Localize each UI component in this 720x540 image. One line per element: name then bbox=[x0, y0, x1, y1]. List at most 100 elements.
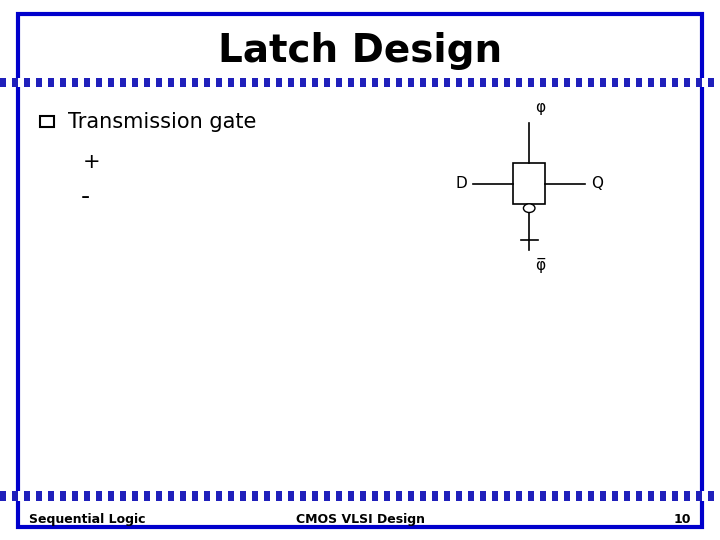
Bar bbox=[612, 491, 618, 501]
Bar bbox=[240, 491, 246, 501]
Bar bbox=[408, 78, 414, 87]
Bar bbox=[672, 491, 678, 501]
Bar bbox=[174, 78, 180, 87]
Bar bbox=[90, 491, 96, 501]
Bar bbox=[294, 491, 300, 501]
Bar bbox=[108, 78, 114, 87]
Bar bbox=[120, 491, 126, 501]
Bar bbox=[54, 491, 60, 501]
Bar bbox=[378, 78, 384, 87]
Bar bbox=[624, 491, 630, 501]
Bar bbox=[198, 491, 204, 501]
Bar bbox=[366, 491, 372, 501]
Bar bbox=[414, 78, 420, 87]
Bar bbox=[264, 78, 270, 87]
Text: Q: Q bbox=[590, 176, 603, 191]
Bar bbox=[510, 78, 516, 87]
Bar bbox=[42, 78, 48, 87]
Bar bbox=[96, 491, 102, 501]
Bar bbox=[690, 78, 696, 87]
Bar bbox=[486, 78, 492, 87]
Bar bbox=[0, 491, 6, 501]
Bar bbox=[36, 491, 42, 501]
Bar bbox=[114, 491, 120, 501]
Bar bbox=[396, 78, 402, 87]
Bar bbox=[444, 491, 450, 501]
Bar bbox=[324, 491, 330, 501]
Bar bbox=[522, 78, 528, 87]
Bar bbox=[24, 78, 30, 87]
Bar bbox=[354, 491, 360, 501]
Bar bbox=[618, 78, 624, 87]
Bar bbox=[6, 78, 12, 87]
Bar bbox=[72, 78, 78, 87]
Bar bbox=[90, 78, 96, 87]
Bar bbox=[528, 491, 534, 501]
Bar bbox=[318, 491, 324, 501]
Text: Sequential Logic: Sequential Logic bbox=[29, 513, 145, 526]
Bar bbox=[54, 78, 60, 87]
Bar bbox=[30, 491, 36, 501]
Bar bbox=[180, 491, 186, 501]
Bar bbox=[414, 491, 420, 501]
Bar bbox=[576, 78, 582, 87]
Text: D: D bbox=[456, 176, 468, 191]
Bar bbox=[642, 491, 648, 501]
Bar bbox=[552, 491, 558, 501]
Bar bbox=[120, 78, 126, 87]
Bar bbox=[306, 78, 312, 87]
Bar bbox=[432, 491, 438, 501]
Bar bbox=[420, 78, 426, 87]
Bar bbox=[246, 491, 252, 501]
Bar bbox=[624, 78, 630, 87]
Bar bbox=[654, 78, 660, 87]
Bar bbox=[630, 78, 636, 87]
Bar bbox=[540, 491, 546, 501]
Bar bbox=[396, 491, 402, 501]
Bar bbox=[492, 78, 498, 87]
Bar bbox=[513, 163, 546, 204]
Bar bbox=[354, 78, 360, 87]
Bar bbox=[516, 78, 522, 87]
Bar bbox=[708, 78, 714, 87]
Bar bbox=[48, 491, 54, 501]
Bar bbox=[336, 78, 342, 87]
Bar bbox=[258, 78, 264, 87]
Bar bbox=[300, 78, 306, 87]
Bar bbox=[0, 78, 6, 87]
Bar bbox=[186, 491, 192, 501]
Bar bbox=[546, 78, 552, 87]
Bar bbox=[138, 491, 144, 501]
Bar bbox=[474, 491, 480, 501]
Bar bbox=[342, 491, 348, 501]
Bar bbox=[114, 78, 120, 87]
Bar bbox=[498, 491, 504, 501]
Bar bbox=[546, 491, 552, 501]
Bar bbox=[198, 78, 204, 87]
Bar bbox=[384, 491, 390, 501]
Bar bbox=[636, 491, 642, 501]
Bar bbox=[576, 491, 582, 501]
Bar bbox=[192, 78, 198, 87]
Bar bbox=[252, 491, 258, 501]
Bar bbox=[504, 491, 510, 501]
Bar bbox=[450, 491, 456, 501]
Text: Latch Design: Latch Design bbox=[218, 32, 502, 70]
Bar bbox=[678, 78, 684, 87]
Bar bbox=[504, 78, 510, 87]
Bar bbox=[252, 78, 258, 87]
Bar bbox=[588, 491, 594, 501]
Bar bbox=[558, 78, 564, 87]
Bar bbox=[714, 491, 720, 501]
Bar bbox=[234, 491, 240, 501]
Bar bbox=[348, 491, 354, 501]
Bar bbox=[180, 78, 186, 87]
Bar bbox=[654, 491, 660, 501]
Bar bbox=[210, 78, 216, 87]
Bar bbox=[456, 78, 462, 87]
Bar bbox=[666, 78, 672, 87]
Bar bbox=[174, 491, 180, 501]
Bar bbox=[156, 491, 162, 501]
Bar bbox=[648, 78, 654, 87]
Text: φ: φ bbox=[535, 100, 545, 115]
